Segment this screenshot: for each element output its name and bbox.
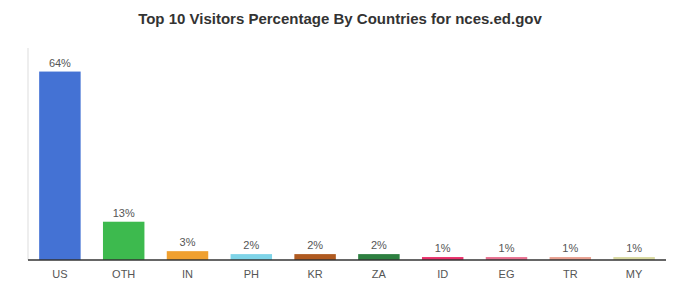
data-label: 1%: [626, 242, 642, 254]
x-tick-label: OTH: [112, 268, 135, 280]
x-tick-label: EG: [499, 268, 515, 280]
data-label: 64%: [49, 57, 71, 69]
data-label: 1%: [499, 242, 515, 254]
x-tick-label: ZA: [372, 268, 387, 280]
y-range-line: [28, 48, 29, 260]
bar: [294, 254, 335, 260]
data-label: 2%: [371, 239, 387, 251]
title: Top 10 Visitors Percentage By Countries …: [138, 10, 542, 27]
x-tick-label: PH: [244, 268, 259, 280]
bar: [358, 254, 399, 260]
bar: [231, 254, 272, 260]
x-tick-label: TR: [563, 268, 578, 280]
x-tick-label: IN: [182, 268, 193, 280]
bar: [103, 222, 144, 260]
data-label: 13%: [113, 207, 135, 219]
bar: [167, 251, 208, 260]
chart-svg: Top 10 Visitors Percentage By Countries …: [0, 0, 680, 300]
chart-container: Top 10 Visitors Percentage By Countries …: [0, 0, 680, 300]
x-tick-label: MY: [626, 268, 643, 280]
x-axis-line: [28, 259, 666, 261]
data-label: 1%: [562, 242, 578, 254]
data-label: 2%: [307, 239, 323, 251]
data-label: 1%: [435, 242, 451, 254]
bars: [39, 72, 655, 260]
x-tick-label: US: [52, 268, 67, 280]
data-label: 3%: [180, 236, 196, 248]
x-tick-label: KR: [307, 268, 322, 280]
x-tick-label: ID: [437, 268, 448, 280]
data-label: 2%: [243, 239, 259, 251]
bar: [39, 72, 80, 260]
